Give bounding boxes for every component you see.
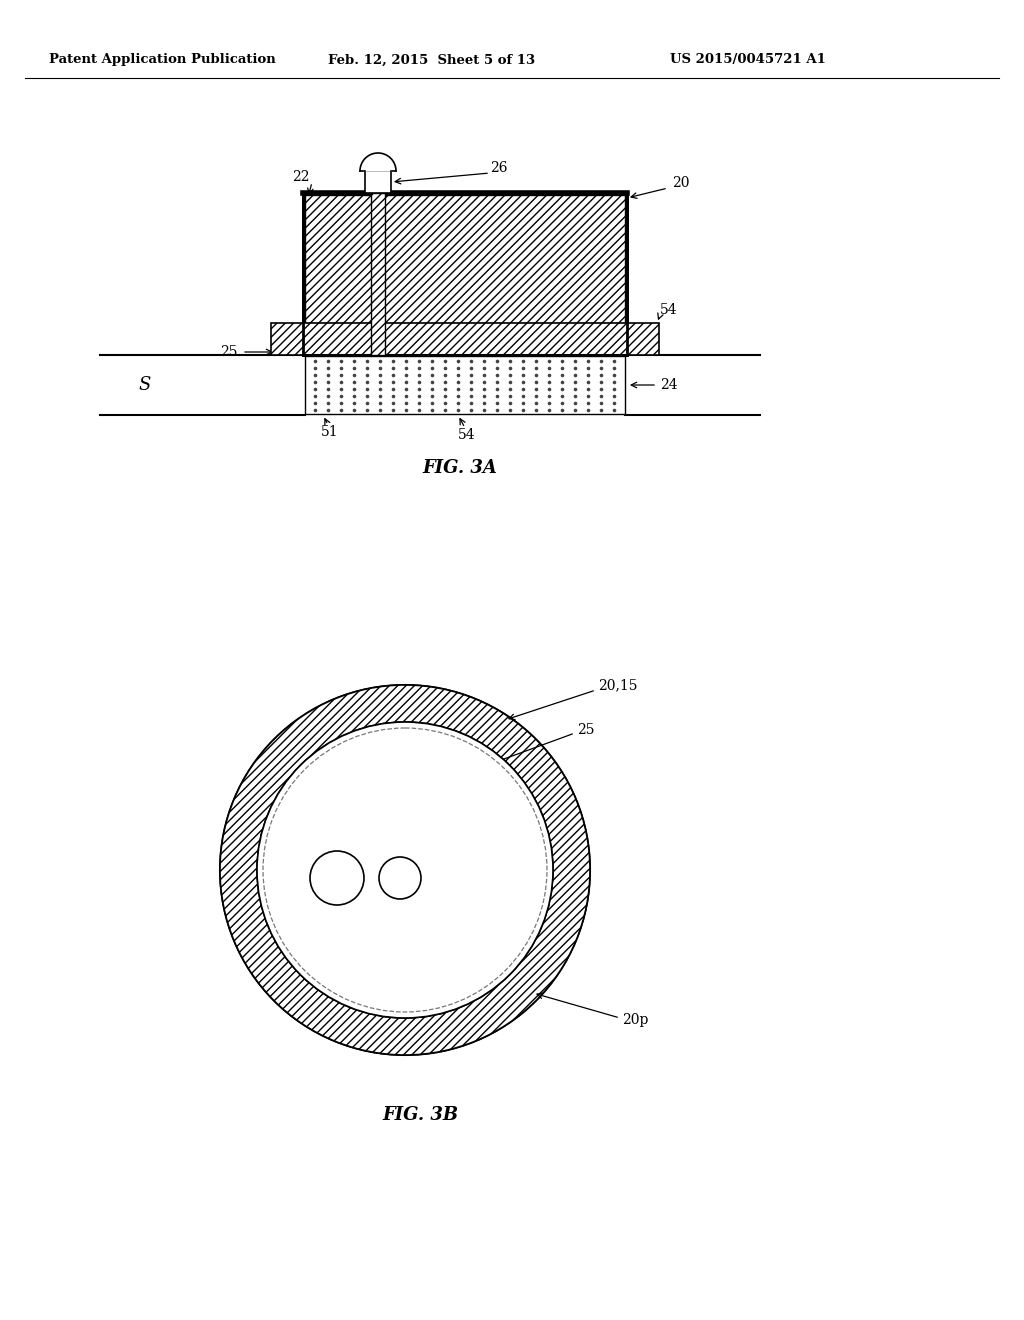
Text: 25: 25 (220, 345, 238, 359)
Bar (371, 193, 385, 355)
Text: 24: 24 (660, 378, 678, 392)
Text: Feb. 12, 2015  Sheet 5 of 13: Feb. 12, 2015 Sheet 5 of 13 (329, 54, 536, 66)
Circle shape (257, 722, 553, 1018)
Text: 22: 22 (293, 170, 310, 183)
Bar (305, 356, 625, 414)
Text: FIG. 3B: FIG. 3B (382, 1106, 458, 1125)
Polygon shape (360, 153, 396, 172)
Bar (305, 195, 625, 323)
Text: US 2015/0045721 A1: US 2015/0045721 A1 (670, 54, 826, 66)
Text: 21: 21 (326, 251, 343, 265)
Text: 51: 51 (321, 425, 339, 440)
Text: 54: 54 (660, 304, 678, 317)
Text: 20,15: 20,15 (598, 678, 638, 692)
Circle shape (310, 851, 364, 906)
Text: Patent Application Publication: Patent Application Publication (48, 54, 275, 66)
Bar (365, 172, 391, 193)
Circle shape (379, 857, 421, 899)
Text: 20: 20 (672, 176, 689, 190)
Text: S: S (139, 376, 152, 393)
Text: 20p: 20p (622, 1012, 648, 1027)
Text: 22: 22 (267, 859, 285, 873)
Bar (303, 193, 627, 355)
Text: 27: 27 (326, 234, 343, 247)
Wedge shape (220, 685, 590, 1055)
Bar (271, 323, 659, 355)
Text: FIG. 3A: FIG. 3A (423, 459, 498, 477)
Text: 25: 25 (577, 723, 595, 737)
Text: 54: 54 (458, 428, 475, 442)
Circle shape (220, 685, 590, 1055)
Text: 26: 26 (438, 851, 456, 865)
Text: 26: 26 (490, 161, 508, 176)
